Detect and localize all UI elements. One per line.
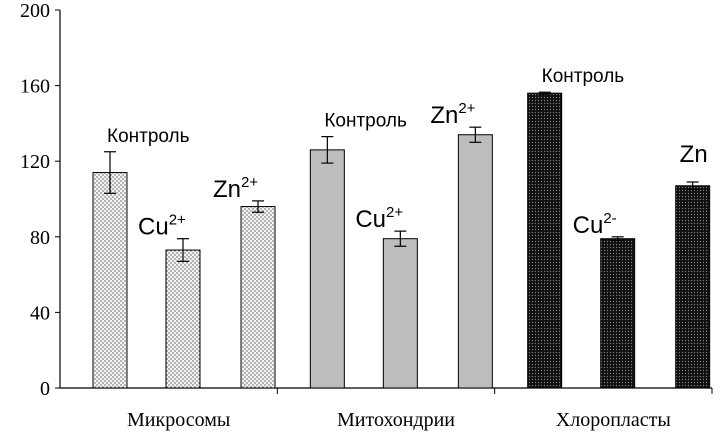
bar-label: Cu2-: [573, 210, 617, 239]
y-tick-label: 40: [30, 302, 50, 324]
bar-label: Cu2+: [138, 212, 186, 241]
bar-labels: Контроль Cu2+ Zn2+ Контроль Cu2+ Zn2+ Контроль…: [107, 66, 708, 240]
y-tick-label: 0: [40, 378, 50, 400]
bar: [92, 172, 128, 389]
group-label: Митохондрии: [337, 409, 455, 431]
bar-label: Zn2+: [430, 100, 475, 129]
y-tick-label: 120: [20, 151, 50, 173]
bar-label: Контроль: [542, 66, 625, 87]
bar: [675, 185, 711, 389]
bar: [527, 92, 563, 389]
bar: [382, 238, 418, 389]
group-labels: Микросомы Митохондрии Хлоропласты: [127, 409, 671, 431]
bar: [240, 206, 276, 389]
y-tick-label: 160: [20, 76, 50, 98]
bar: [457, 134, 493, 389]
bar: [600, 238, 636, 389]
bar-label: Контроль: [107, 126, 190, 147]
bar-label: Cu2+: [355, 204, 403, 233]
bars: [92, 91, 711, 389]
bar-label: Zn2+: [213, 174, 258, 203]
bar-label: Контроль: [324, 111, 407, 132]
group-label: Хлоропласты: [556, 409, 671, 431]
y-tick-label: 200: [20, 0, 50, 22]
y-tick-label: 80: [30, 227, 50, 249]
bar: [165, 249, 201, 389]
group-label: Микросомы: [127, 409, 230, 431]
bar: [309, 149, 345, 389]
bar-label: Zn: [680, 141, 708, 168]
